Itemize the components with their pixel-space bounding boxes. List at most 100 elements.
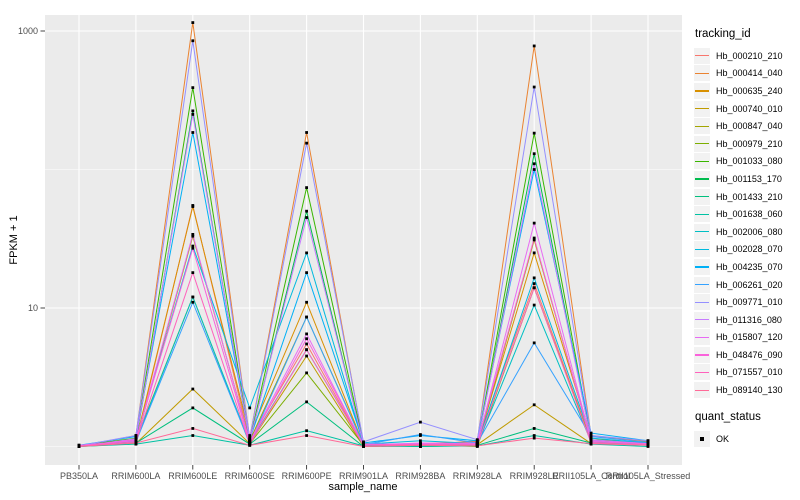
legend-item-Hb_048476_090: Hb_048476_090: [694, 346, 798, 364]
data-point: [532, 427, 536, 430]
legend-item-Hb_089140_130: Hb_089140_130: [694, 381, 798, 399]
legend-label-ok: OK: [716, 433, 730, 444]
legend-line-icon: [695, 55, 709, 57]
data-point: [532, 168, 536, 171]
legend-item-Hb_000740_010: Hb_000740_010: [694, 100, 798, 118]
legend-label: Hb_009771_010: [716, 297, 783, 308]
legend-item-Hb_002006_080: Hb_002006_080: [694, 223, 798, 241]
data-point: [191, 406, 195, 410]
data-point: [362, 445, 365, 448]
legend-line-icon: [695, 231, 709, 233]
y-tick-label-10: 10: [27, 302, 38, 313]
legend-key-swatch: [694, 311, 710, 328]
legend-key-swatch: [694, 47, 710, 64]
legend-label: Hb_000847_040: [716, 121, 783, 132]
y-axis-title: FPKM + 1: [8, 215, 20, 265]
data-point: [305, 332, 308, 336]
data-point: [305, 209, 308, 213]
data-point: [305, 371, 308, 375]
legend-key-swatch: [694, 346, 710, 363]
x-tick-label-RRIM928BA: RRIM928BA: [395, 471, 446, 481]
data-point: [532, 238, 536, 242]
data-point: [191, 205, 195, 208]
data-point: [305, 354, 308, 358]
data-point: [532, 434, 536, 437]
legend-key-swatch: [694, 65, 710, 82]
legend-item-ok: OK: [694, 430, 798, 448]
legend-item-Hb_006261_020: Hb_006261_020: [694, 276, 798, 294]
data-point: [305, 186, 308, 190]
data-point: [191, 244, 195, 248]
data-point: [191, 131, 195, 134]
data-point: [305, 315, 308, 319]
legend: tracking_id Hb_000210_210 Hb_000414_040 Hb…: [694, 28, 798, 447]
data-point: [532, 236, 536, 240]
legend-label: Hb_015807_120: [716, 332, 783, 343]
legend-label: Hb_006261_020: [716, 279, 783, 290]
data-point: [532, 221, 536, 225]
legend-line-icon: [695, 336, 709, 338]
data-point: [191, 427, 195, 430]
data-point: [532, 303, 536, 307]
legend-title-quant-status: quant_status: [695, 410, 761, 423]
x-axis-title: sample_name: [328, 481, 398, 493]
legend-item-Hb_001033_080: Hb_001033_080: [694, 153, 798, 171]
legend-title-tracking-id: tracking_id: [695, 28, 751, 40]
data-point: [532, 341, 536, 345]
data-point: [248, 406, 252, 410]
legend-line-icon: [695, 143, 709, 145]
legend-key-swatch: [694, 364, 710, 381]
data-point: [305, 434, 308, 437]
legend-label: Hb_002028_070: [716, 244, 783, 255]
data-point: [589, 431, 593, 435]
data-point: [191, 109, 195, 113]
data-point: [646, 443, 650, 447]
data-point: [305, 216, 308, 219]
legend-key-swatch: [694, 170, 710, 187]
data-point: [419, 420, 422, 424]
data-point: [646, 439, 650, 443]
data-point: [305, 400, 308, 404]
data-point: [191, 234, 195, 238]
legend-label: Hb_001638_060: [716, 209, 783, 220]
legend-label: Hb_000414_040: [716, 68, 783, 79]
data-point: [589, 436, 593, 440]
data-point: [532, 403, 536, 407]
legend-label: Hb_089140_130: [716, 385, 783, 396]
data-point: [305, 251, 308, 255]
legend-label: Hb_071557_010: [716, 367, 783, 378]
legend-line-icon: [695, 108, 709, 110]
legend-item-Hb_004235_070: Hb_004235_070: [694, 258, 798, 276]
data-point: [305, 141, 308, 145]
legend-label: Hb_002006_080: [716, 226, 783, 237]
data-point: [305, 300, 308, 304]
legend-key-swatch: [694, 329, 710, 346]
data-point: [419, 433, 422, 436]
data-point: [191, 300, 195, 304]
data-point: [532, 436, 536, 440]
data-point: [134, 438, 138, 442]
legend-key-swatch: [694, 153, 710, 170]
legend-item-Hb_001638_060: Hb_001638_060: [694, 205, 798, 223]
legend-key-swatch: [694, 241, 710, 258]
legend-key-swatch: [694, 100, 710, 117]
data-point: [532, 276, 536, 280]
data-point: [305, 348, 308, 352]
data-point: [532, 131, 536, 135]
legend-key-swatch: [694, 276, 710, 293]
data-point: [305, 342, 308, 346]
data-point: [134, 434, 138, 437]
y-tick-label-1000: 1000: [17, 25, 38, 36]
x-tick-label-RRIM600LA: RRIM600LA: [111, 471, 161, 481]
data-point: [419, 443, 422, 447]
legend-label: Hb_048476_090: [716, 349, 783, 360]
data-point: [191, 21, 195, 24]
data-point: [305, 429, 308, 433]
x-tick-label-RRII105LA_Stressed: RRII105LA_Stressed: [605, 471, 691, 481]
legend-item-Hb_002028_070: Hb_002028_070: [694, 241, 798, 259]
data-point: [191, 232, 195, 236]
data-point: [532, 286, 536, 290]
legend-item-Hb_071557_010: Hb_071557_010: [694, 364, 798, 382]
legend-item-Hb_000979_210: Hb_000979_210: [694, 135, 798, 153]
data-point: [305, 271, 308, 275]
